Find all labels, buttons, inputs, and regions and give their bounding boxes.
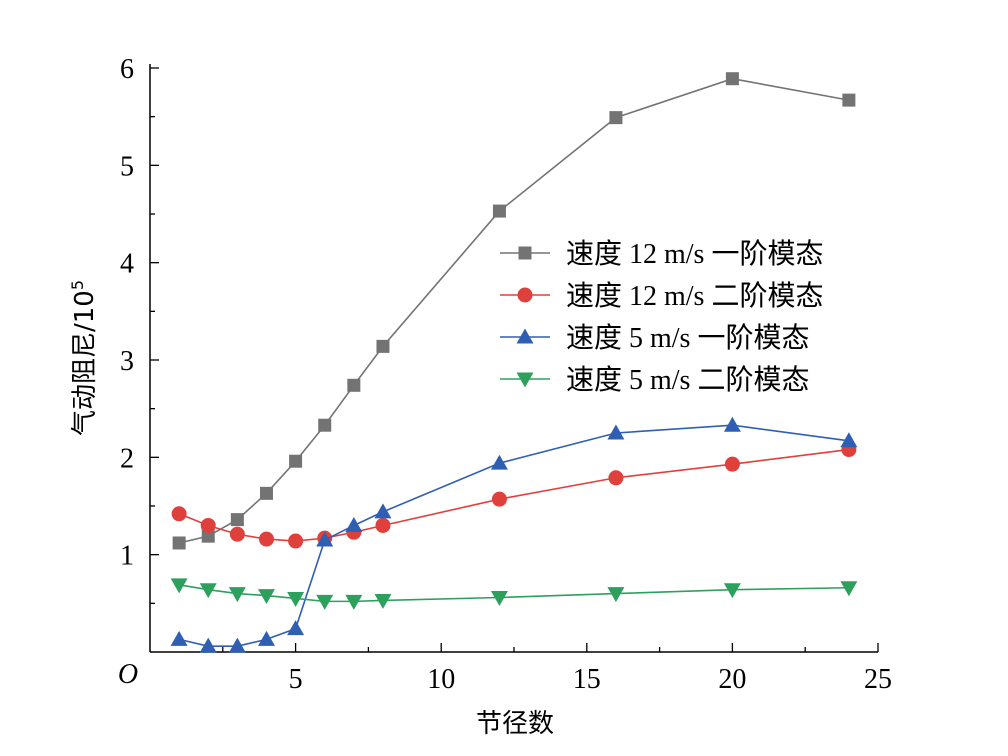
plot-series [170,72,858,653]
data-point-square [259,486,273,500]
data-point-circle [724,456,740,472]
series-line [178,584,849,603]
series-1 [172,72,856,550]
data-point-square [289,454,303,468]
y-tick-label: 3 [120,346,134,377]
data-point-circle [375,517,391,533]
origin-label: O [118,659,138,690]
data-point-triangle-up [258,630,275,646]
data-point-triangle-down [607,587,625,603]
data-point-triangle-up [316,531,334,547]
data-point-triangle-up [840,432,858,448]
data-point-triangle-down [490,591,508,606]
data-point-triangle-down [516,372,534,388]
data-point-circle [258,531,274,547]
data-point-square [518,246,532,260]
y-axis-label-superscript: 5 [68,280,87,290]
data-point-triangle-down [199,583,217,599]
data-point-square [230,513,244,527]
y-tick-label: 6 [120,54,134,85]
data-point-circle [608,470,624,486]
x-tick-label: 10 [427,664,455,695]
axes: 5 10 15 20 25 1 2 3 4 5 6 [120,54,892,695]
legend-label: 速度 12 m/s 一阶模态 [566,238,823,270]
data-point-triangle-down [840,581,858,597]
y-tick-label: 5 [120,151,134,182]
data-point-triangle-up [490,454,508,470]
legend-label: 速度 5 m/s 一阶模态 [566,322,809,354]
y-tick-label: 2 [120,443,134,474]
data-point-square [318,418,332,432]
x-tick-label: 20 [718,664,746,695]
y-axis-label-text: 气动阻尼/10 [70,290,100,436]
legend-label: 速度 12 m/s 二阶模态 [566,280,823,312]
data-point-triangle-down [170,578,188,594]
data-point-triangle-down [345,594,363,610]
data-point-triangle-down [287,591,305,607]
data-point-circle [288,533,304,549]
data-point-triangle-up [516,328,534,344]
x-axis-label: 节径数 [476,709,554,739]
data-point-square [725,72,739,86]
series-3 [170,416,858,653]
legend-item: 速度 5 m/s 二阶模态 [500,364,809,396]
data-point-triangle-down [228,587,246,603]
data-point-square [347,378,361,392]
legend-item: 速度 5 m/s 一阶模态 [500,322,809,354]
data-point-square [172,536,186,550]
data-point-square [609,111,623,125]
data-point-circle [491,491,507,507]
y-axis-label: 气动阻尼/105 [68,280,100,436]
x-tick-label: 15 [573,664,601,695]
data-point-triangle-down [316,594,334,610]
data-point-triangle-up [723,416,741,432]
data-point-triangle-up [287,620,305,636]
data-point-triangle-up [374,503,392,519]
data-point-triangle-up [607,424,625,440]
y-tick-label: 1 [120,541,134,572]
data-point-triangle-down [374,593,392,609]
data-point-triangle-up [199,637,217,653]
series-line [178,448,849,542]
data-point-square [492,204,506,218]
series-line [178,424,849,647]
data-point-circle [229,526,245,542]
data-point-square [376,339,390,353]
data-point-triangle-down [258,589,275,605]
series-2 [171,442,857,549]
legend-label: 速度 5 m/s 二阶模态 [566,364,809,396]
legend-item: 速度 12 m/s 二阶模态 [500,280,823,312]
series-4 [170,578,858,610]
data-point-triangle-up [345,516,363,532]
data-point-triangle-up [228,637,246,653]
data-point-triangle-down [723,583,741,599]
data-point-square [201,529,215,543]
data-point-circle [517,287,533,303]
data-point-circle [171,506,187,522]
x-tick-label: 5 [289,664,303,695]
data-point-circle [200,517,216,533]
y-tick-label: 4 [120,249,134,280]
legend-item: 速度 12 m/s 一阶模态 [500,238,823,270]
x-tick-label: 25 [864,664,892,695]
data-point-square [842,93,856,107]
data-point-triangle-up [170,630,188,646]
